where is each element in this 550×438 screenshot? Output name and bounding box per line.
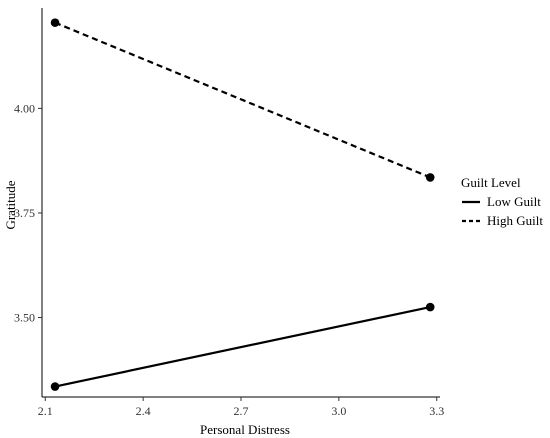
series-layer	[50, 18, 435, 391]
y-ticks: 3.50 3.75 4.00	[14, 101, 42, 325]
x-tick-label: 2.1	[38, 404, 53, 418]
data-point	[425, 302, 435, 312]
x-tick-label: 3.0	[331, 404, 346, 418]
legend-label: Low Guilt	[487, 194, 541, 209]
legend: Guilt Level Low Guilt High Guilt	[461, 175, 543, 228]
x-ticks: 2.1 2.4 2.7 3.0 3.3	[38, 397, 444, 418]
x-tick-label: 2.7	[234, 404, 249, 418]
legend-items: Low Guilt High Guilt	[462, 194, 543, 228]
legend-title: Guilt Level	[461, 175, 521, 190]
data-point	[425, 173, 435, 182]
data-point	[50, 382, 60, 391]
y-tick-label: 4.00	[14, 101, 35, 115]
series-line	[54, 305, 431, 388]
x-tick-label: 3.3	[429, 404, 444, 418]
y-tick-label: 3.50	[14, 311, 35, 325]
data-point	[50, 18, 60, 27]
legend-label: High Guilt	[487, 213, 543, 228]
x-axis-title: Personal Distress	[200, 422, 290, 437]
y-tick-label: 3.75	[14, 206, 35, 220]
series-line	[54, 21, 431, 179]
axes	[41, 8, 440, 398]
y-axis-title: Gratitude	[3, 180, 18, 229]
x-tick-label: 2.4	[136, 404, 151, 418]
